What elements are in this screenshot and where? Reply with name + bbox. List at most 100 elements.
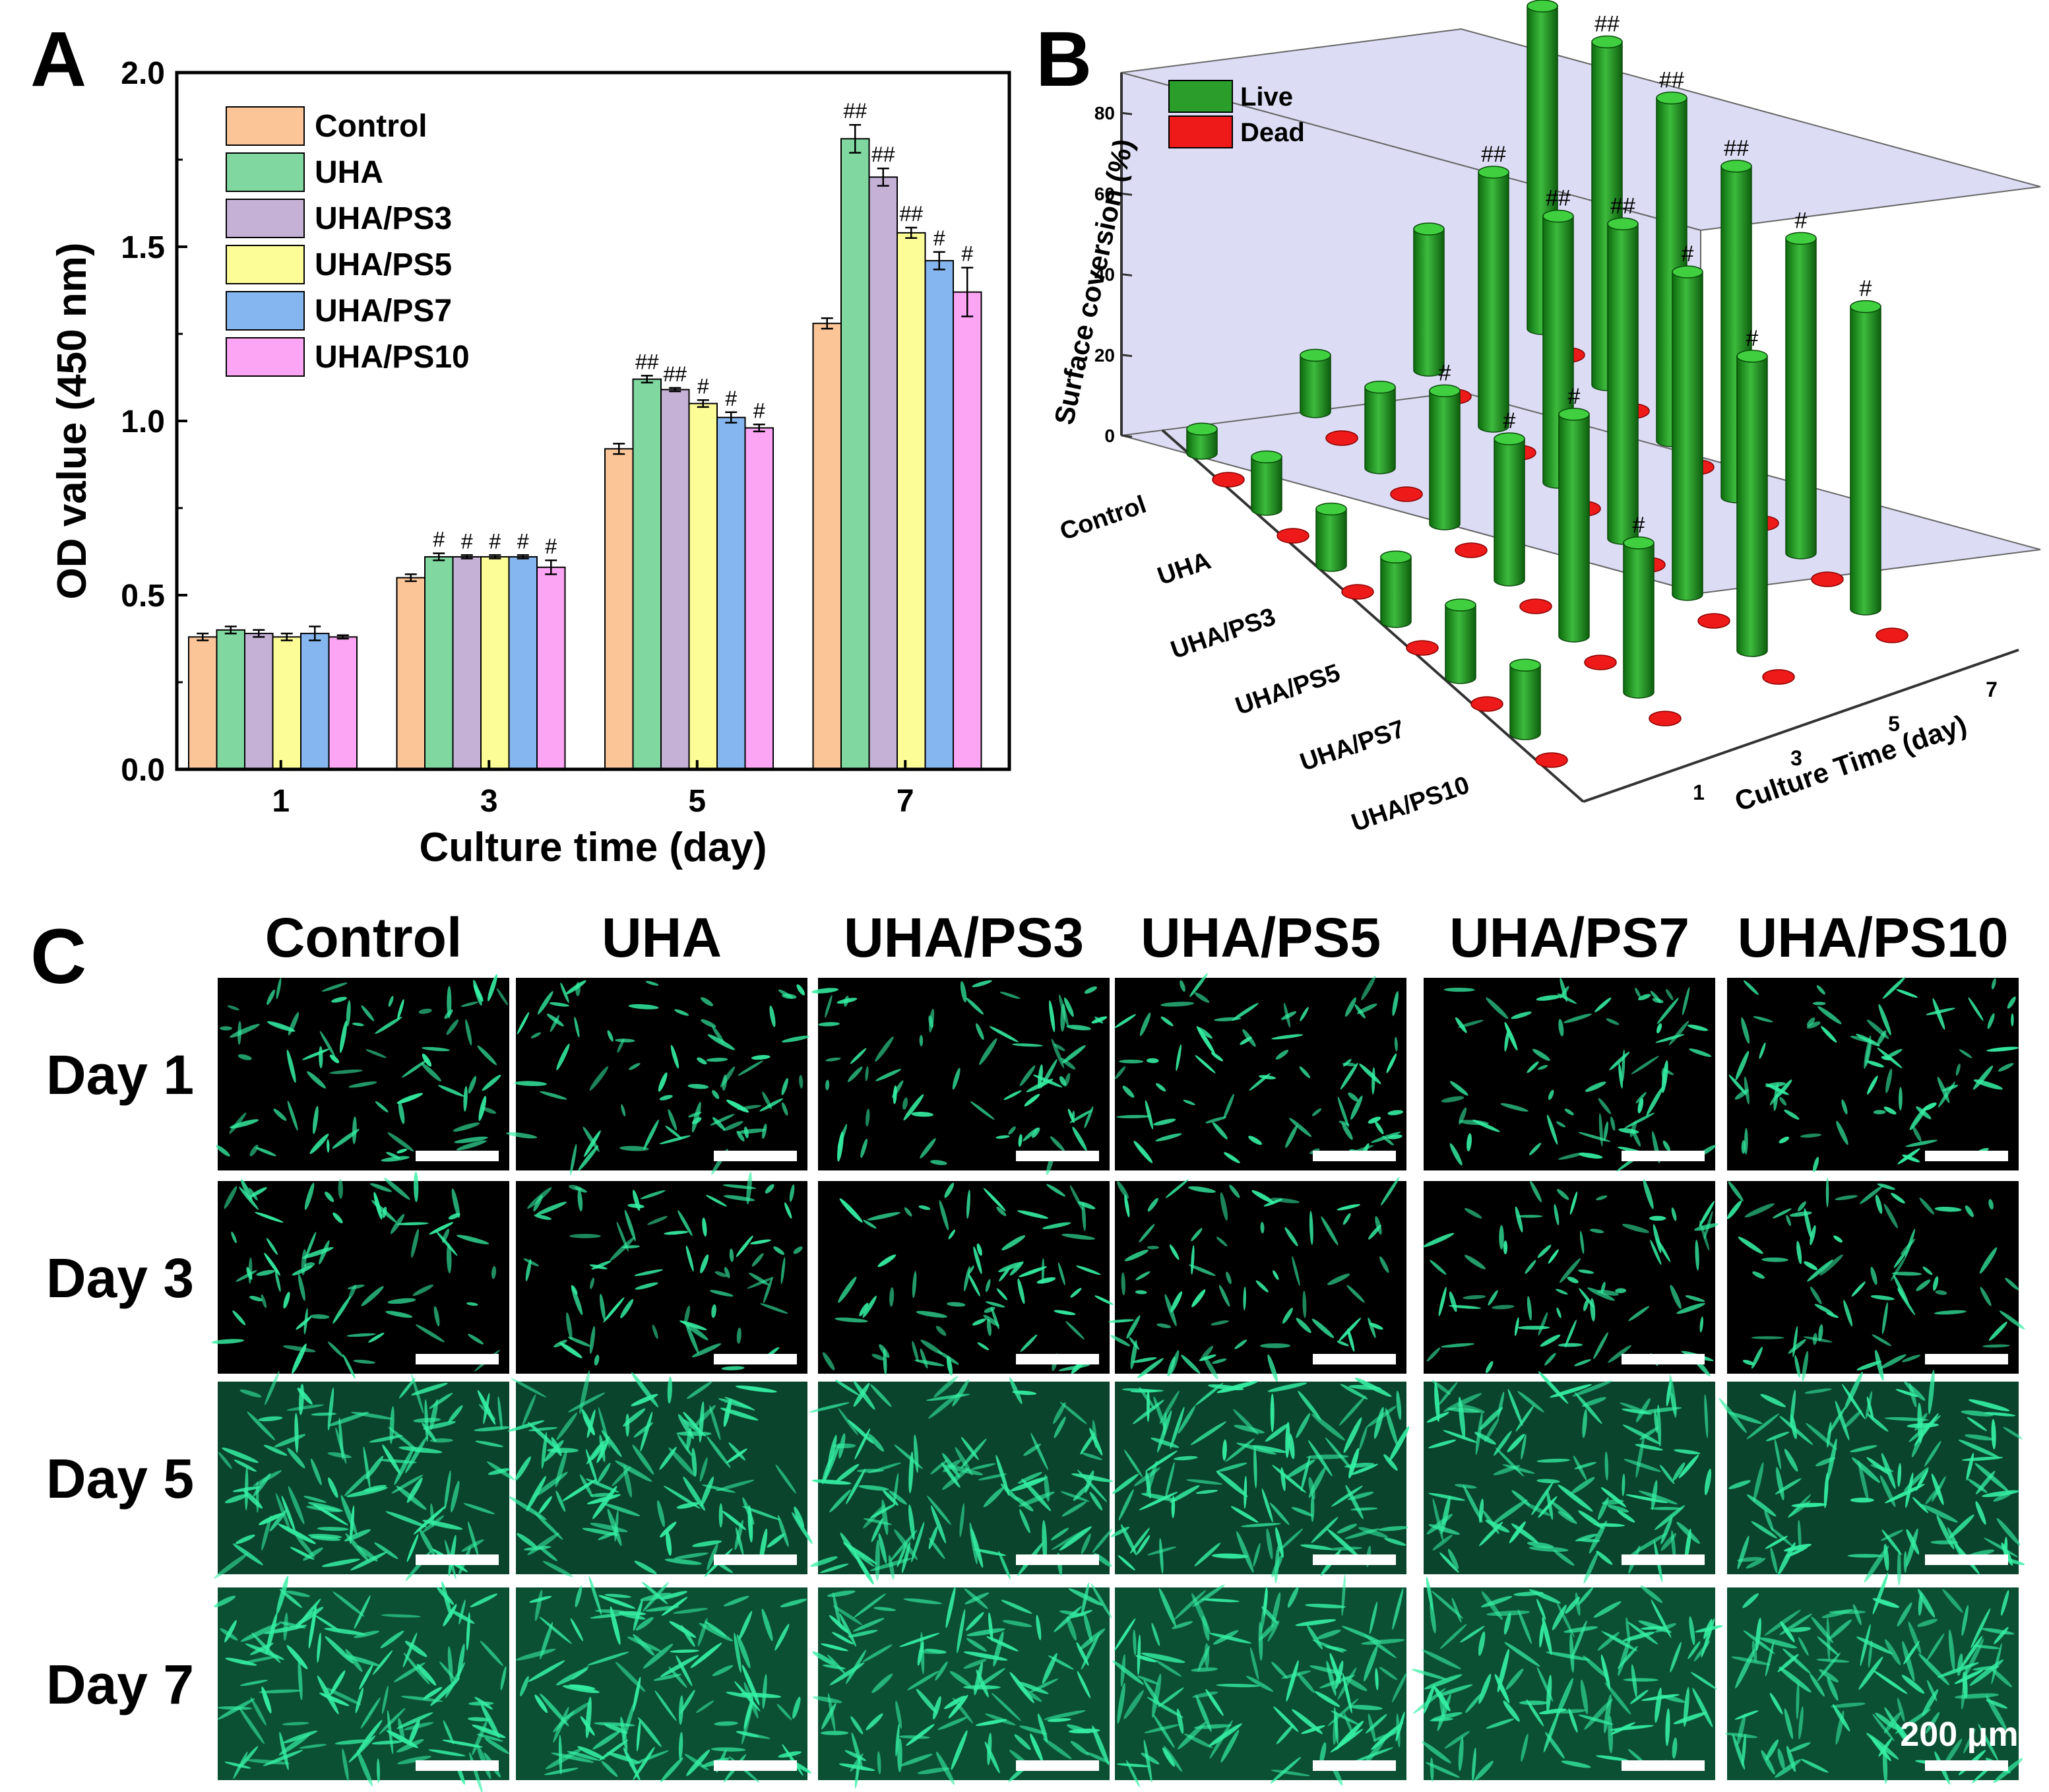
cell [853,1382,870,1407]
cell [1936,1515,1955,1550]
cell [604,1723,628,1734]
cell [1965,1205,1974,1217]
cell [919,1035,924,1046]
cell [1514,1317,1519,1337]
scale-bar [714,1354,797,1364]
cell [1375,1216,1382,1235]
cell [1531,1481,1554,1516]
cell [1704,1394,1709,1438]
cell [1160,1002,1195,1007]
z-tick-label: 0 [1104,426,1115,446]
cell [1937,1076,1950,1103]
legend-swatch [226,152,305,192]
cell [538,1546,557,1562]
cell [1884,1707,1908,1744]
cell [1670,1285,1682,1310]
cell [939,1200,949,1231]
cell [1316,1629,1341,1640]
column-header: Control [265,907,462,969]
cell [1447,1549,1459,1570]
cell [1130,1389,1164,1393]
cell [674,1009,689,1016]
bar [744,427,774,770]
cell [327,1387,334,1431]
significance-mark: # [461,529,473,553]
cell [1387,1110,1404,1116]
live-cylinder [1478,172,1509,433]
cell [1779,1136,1790,1143]
cell [1676,1302,1705,1314]
cell [833,1592,841,1628]
cell [222,1447,259,1463]
cell [328,1341,344,1358]
legend-3d: Live Dead [1168,80,1305,148]
cell [396,1222,429,1226]
cell [1348,1705,1383,1710]
cell [983,1487,1004,1508]
cell [1364,1645,1378,1682]
cell [678,1210,693,1236]
cell [1604,1682,1631,1715]
cell [735,1385,777,1393]
cell [1682,986,1690,1015]
cell [1578,1269,1594,1274]
live-cylinder-top [1623,536,1655,550]
cell [782,1102,788,1116]
cell [327,1139,330,1153]
cell [1180,980,1185,992]
scale-bar [1313,1760,1396,1771]
fluorescence-image [1724,1572,2023,1785]
dead-disk [1519,598,1552,614]
cell [796,984,805,996]
group-label: UHA/PS7 [1297,715,1408,777]
cell [895,1723,900,1757]
dead-disk [1470,696,1503,712]
cell [1821,1609,1853,1618]
cell [1897,1550,1901,1586]
cell [338,1417,344,1460]
cell [1386,1053,1397,1073]
cell [365,1049,387,1058]
cell [1271,1661,1288,1679]
cell [1302,1291,1307,1318]
cell [1955,1693,2000,1699]
cell [659,1521,677,1538]
cell [1925,1712,1940,1734]
cell [1556,1601,1575,1638]
cell [1784,1708,1794,1739]
cell [435,1231,458,1256]
cell [422,1046,450,1052]
cell [1954,1669,1984,1684]
cell [1575,1592,1581,1616]
cell [1178,1405,1196,1434]
cell [1229,1184,1240,1198]
cell [760,1303,788,1314]
live-cylinder-top [1509,658,1541,672]
cell [1193,1724,1232,1729]
bar [244,633,274,771]
cell [515,1648,556,1661]
cell [1728,1074,1748,1095]
cell [416,1663,437,1686]
cell [974,1549,1007,1556]
cell [1211,1553,1249,1559]
cell [1511,1523,1538,1544]
cell [1988,1199,1994,1210]
cell [1934,1310,1967,1315]
cell [317,1675,339,1715]
cell [1847,1554,1883,1558]
cell [601,1430,622,1457]
cell [1877,1183,1895,1190]
cell [812,1696,842,1704]
cell [1141,1652,1185,1663]
cell [1878,1004,1891,1036]
cell [598,1595,636,1609]
cell [286,1404,325,1411]
cell [751,1253,764,1267]
cell [1660,1516,1673,1545]
cell [579,1370,590,1415]
cell [1610,1116,1616,1131]
cell [1112,1660,1144,1685]
cell [1192,1691,1218,1698]
